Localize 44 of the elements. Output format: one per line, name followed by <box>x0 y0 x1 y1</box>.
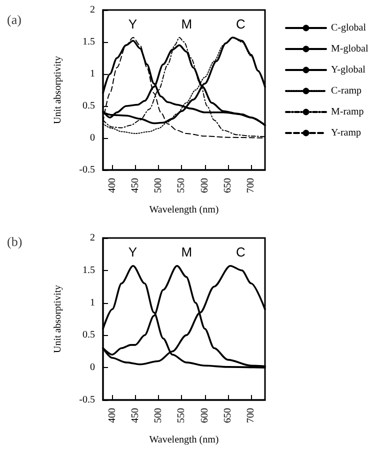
x-tick-label: 400 <box>106 178 118 193</box>
x-tick-label: 450 <box>130 408 141 423</box>
y-tick-label: 2 <box>90 232 95 244</box>
annotation: C <box>236 16 246 32</box>
y-tick-label: 1.5 <box>82 264 95 276</box>
annotation: Y <box>128 16 138 32</box>
y-axis-title: Unit absorptivity <box>52 284 64 354</box>
y-tick-label: -0.5 <box>79 164 95 176</box>
x-tick-label: 600 <box>199 408 210 423</box>
chart-title: (b) <box>7 234 22 249</box>
legend-label: Y-ramp <box>331 128 361 138</box>
legend-label: C-global <box>331 22 366 34</box>
y-tick-label: 0.5 <box>82 100 95 112</box>
x-tick-label: 650 <box>222 178 234 193</box>
y-tick-label: 0 <box>90 132 95 144</box>
x-tick-label: 500 <box>153 178 164 193</box>
x-tick-label: 550 <box>176 178 188 193</box>
x-tick-label: 700 <box>246 408 257 423</box>
annotation: Y <box>128 244 138 260</box>
legend-label: M-global <box>331 44 368 54</box>
y-tick-label: 1 <box>90 68 95 80</box>
x-tick-label: 600 <box>199 178 210 193</box>
x-tick-label: 450 <box>130 178 141 193</box>
y-tick-label: -0.5 <box>79 394 95 406</box>
annotation: C <box>236 244 246 260</box>
legend-label: Y-global <box>331 64 366 76</box>
x-axis-title: Wavelength (nm) <box>149 434 219 446</box>
y-tick-label: 2 <box>90 4 95 16</box>
y-tick-label: 0.5 <box>82 330 95 341</box>
annotation: M <box>181 16 192 32</box>
x-axis-title: Wavelength (nm) <box>149 204 219 216</box>
legend-label: C-ramp <box>331 86 362 96</box>
y-axis-title: Unit absorptivity <box>52 56 64 124</box>
x-tick-label: 650 <box>222 408 234 423</box>
y-tick-label: 0 <box>90 362 95 374</box>
x-tick-label: 550 <box>176 408 188 423</box>
x-tick-label: 500 <box>153 408 164 423</box>
y-tick-label: 1 <box>90 297 95 308</box>
x-tick-label: 400 <box>106 408 118 423</box>
chart-title: (a) <box>7 12 22 27</box>
legend-label: M-ramp <box>331 106 364 118</box>
annotation: M <box>181 244 192 260</box>
x-tick-label: 700 <box>246 178 257 193</box>
y-tick-label: 1.5 <box>82 36 95 48</box>
